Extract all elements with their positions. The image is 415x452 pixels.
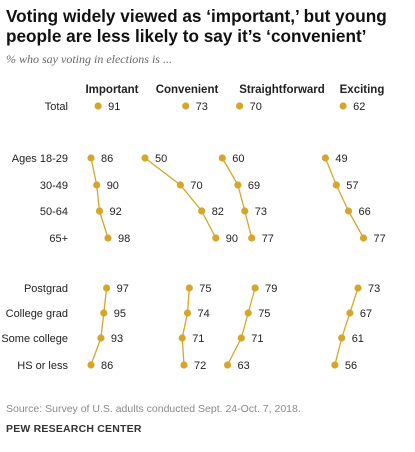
dot-some-college-exciting (338, 334, 346, 342)
value-label-30-49-important: 90 (107, 180, 119, 192)
row-label-some-college: Some college (1, 333, 68, 345)
dot-ages-18-29-convenient (141, 154, 149, 162)
dot-college-grad-exciting (346, 309, 354, 317)
row-label-college-grad: College grad (6, 308, 68, 320)
series-line-age-important (90, 157, 109, 239)
series-line-education-important (90, 287, 108, 366)
dot-30-49-exciting (332, 181, 340, 189)
row-label-65: 65+ (49, 233, 68, 245)
value-label-college-grad-straightforward: 75 (258, 308, 270, 320)
dot-30-49-straightforward (234, 181, 242, 189)
dot-50-64-exciting (344, 207, 353, 215)
value-label-50-64-exciting: 66 (359, 206, 371, 218)
dot-50-64-convenient (198, 207, 206, 215)
value-label-postgrad-straightforward: 79 (265, 283, 277, 295)
dot-postgrad-convenient (185, 284, 193, 292)
series-line-education-straightforward (226, 287, 256, 366)
series-line-education-convenient (181, 287, 190, 366)
row-label-total: Total (45, 101, 68, 113)
series-line-age-convenient (144, 157, 217, 239)
series-line-education-exciting (334, 287, 359, 366)
dot-college-grad-straightforward (244, 309, 252, 317)
dot-50-64-important (95, 207, 104, 215)
dot-ages-18-29-straightforward (218, 154, 226, 162)
value-label-65-straightforward: 77 (262, 233, 274, 245)
chart-title: Voting widely viewed as ‘important,’ but… (6, 6, 387, 46)
value-label-ages-18-29-exciting: 49 (335, 153, 347, 165)
value-label-some-college-exciting: 61 (352, 333, 364, 345)
value-label-postgrad-exciting: 73 (368, 283, 380, 295)
dot-30-49-convenient (176, 181, 184, 189)
value-label-hs-or-less-important: 86 (101, 360, 113, 372)
value-label-65-convenient: 90 (226, 233, 238, 245)
dot-hs-or-less-convenient (180, 361, 188, 369)
value-label-hs-or-less-convenient: 72 (194, 360, 206, 372)
value-label-hs-or-less-straightforward: 63 (238, 360, 250, 372)
dot-some-college-convenient (178, 334, 186, 342)
value-label-65-exciting: 77 (374, 233, 386, 245)
column-header-straightforward: Straightforward (239, 84, 325, 96)
value-label-50-64-important: 92 (110, 206, 122, 218)
column-header-important: Important (85, 84, 138, 96)
row-label-50-64: 50-64 (40, 206, 68, 218)
dot-65-straightforward (248, 234, 256, 242)
value-label-college-grad-convenient: 74 (198, 308, 210, 320)
source-note: Source: Survey of U.S. adults conducted … (6, 403, 301, 415)
dot-hs-or-less-important (87, 361, 95, 369)
dot-total-exciting (339, 102, 347, 110)
dot-total-important (94, 102, 102, 110)
column-header-convenient: Convenient (156, 84, 219, 96)
value-label-ages-18-29-straightforward: 60 (232, 153, 244, 165)
value-label-some-college-convenient: 71 (192, 333, 204, 345)
dot-some-college-important (97, 334, 105, 342)
value-label-college-grad-exciting: 67 (360, 308, 372, 320)
series-line-age-exciting (324, 157, 365, 239)
dot-postgrad-straightforward (251, 284, 259, 292)
value-label-total-important: 91 (108, 101, 120, 113)
dot-65-important (104, 234, 112, 242)
dot-50-64-straightforward (241, 207, 249, 215)
value-label-30-49-convenient: 70 (190, 180, 202, 192)
organization-label: PEW RESEARCH CENTER (6, 423, 142, 435)
row-label-ages-18-29: Ages 18-29 (12, 153, 68, 165)
value-label-50-64-convenient: 82 (212, 206, 224, 218)
value-label-postgrad-important: 97 (117, 283, 129, 295)
dot-hs-or-less-straightforward (223, 361, 232, 369)
dot-college-grad-important (100, 309, 108, 317)
dot-total-convenient (182, 102, 190, 110)
value-label-ages-18-29-important: 86 (101, 153, 113, 165)
value-label-some-college-straightforward: 71 (251, 333, 263, 345)
value-label-some-college-important: 93 (111, 333, 123, 345)
value-label-total-convenient: 73 (196, 101, 208, 113)
value-label-postgrad-convenient: 75 (199, 283, 211, 295)
value-label-total-exciting: 62 (353, 101, 365, 113)
value-label-65-important: 98 (118, 233, 130, 245)
value-label-total-straightforward: 70 (250, 101, 262, 113)
dot-65-convenient (212, 234, 220, 242)
value-label-30-49-straightforward: 69 (248, 180, 260, 192)
value-label-college-grad-important: 95 (114, 308, 126, 320)
dot-some-college-straightforward (237, 334, 245, 342)
row-label-postgrad: Postgrad (24, 283, 68, 295)
series-line-age-straightforward (221, 157, 253, 239)
dot-hs-or-less-exciting (331, 361, 339, 369)
row-label-hs-or-less: HS or less (17, 360, 68, 372)
value-label-ages-18-29-convenient: 50 (155, 153, 167, 165)
dot-ages-18-29-exciting (321, 154, 329, 162)
dot-65-exciting (359, 234, 368, 242)
dot-postgrad-exciting (354, 284, 362, 292)
dot-total-straightforward (236, 102, 244, 110)
row-label-30-49: 30-49 (40, 180, 68, 192)
value-label-hs-or-less-exciting: 56 (345, 360, 357, 372)
dot-30-49-important (93, 181, 101, 189)
dot-ages-18-29-important (87, 154, 95, 162)
column-header-exciting: Exciting (340, 84, 385, 96)
chart-subtitle: % who say voting in elections is ... (6, 52, 172, 66)
value-label-30-49-exciting: 57 (346, 180, 358, 192)
dot-college-grad-convenient (183, 309, 192, 317)
dot-postgrad-important (103, 284, 111, 292)
value-label-50-64-straightforward: 73 (255, 206, 267, 218)
